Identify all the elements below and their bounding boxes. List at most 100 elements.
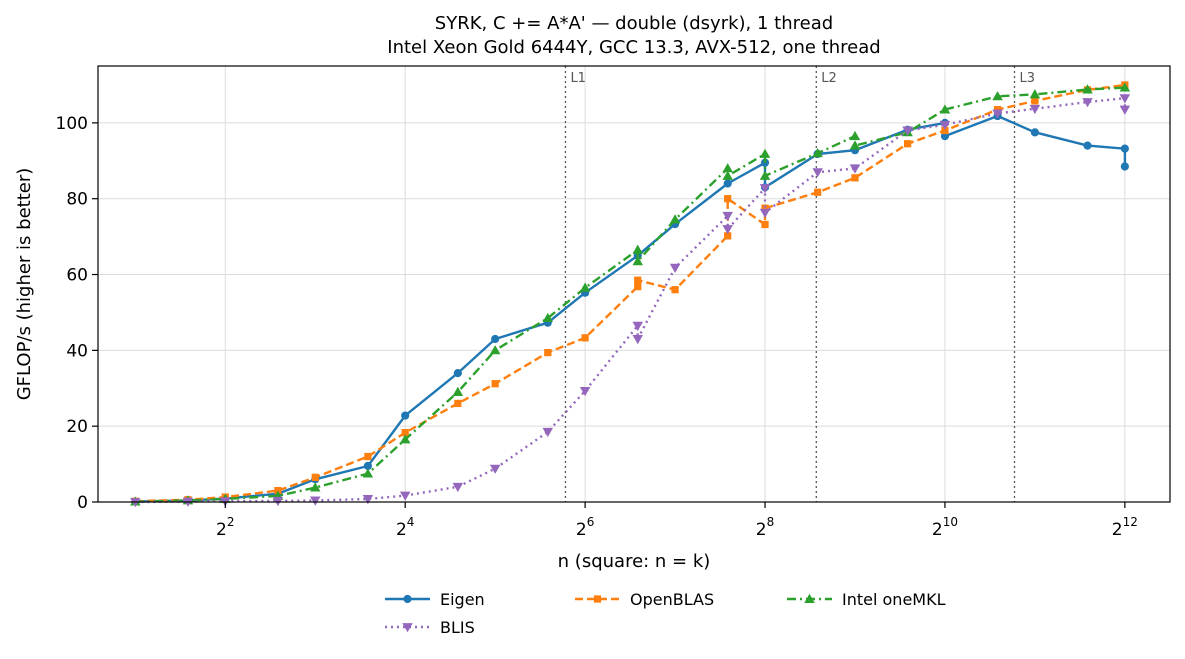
marker-circle xyxy=(491,334,500,344)
marker-triangle-up xyxy=(849,140,861,150)
x-tick-label: 26 xyxy=(576,515,594,540)
x-tick-base: 2 xyxy=(216,520,227,540)
x-tick-exponent: 8 xyxy=(767,515,775,529)
marker-circle xyxy=(453,368,462,378)
plot-frame xyxy=(97,65,1171,503)
cache-line-label: L1 xyxy=(570,71,586,86)
marker-triangle-up xyxy=(759,170,771,180)
marker-triangle-down xyxy=(939,120,951,131)
marker-square xyxy=(941,126,949,135)
marker-triangle-up xyxy=(939,104,951,114)
marker-square xyxy=(903,140,912,148)
marker-triangle-down xyxy=(722,225,733,235)
marker-triangle-down xyxy=(1119,105,1131,115)
x-tick-base: 2 xyxy=(576,520,587,540)
x-tick-label: 24 xyxy=(396,515,414,540)
marker-triangle-up xyxy=(722,163,733,173)
marker-square xyxy=(274,487,282,495)
legend-label: BLIS xyxy=(440,618,475,637)
marker-triangle-up xyxy=(849,130,861,141)
marker-triangle-down xyxy=(362,495,374,505)
x-tick-label: 22 xyxy=(216,515,234,540)
chart-title: SYRK, C += A*A' — double (dsyrk), 1 thre… xyxy=(435,13,833,34)
marker-circle xyxy=(401,411,410,420)
marker-circle xyxy=(723,179,732,188)
marker-triangle-down xyxy=(849,164,861,174)
x-axis-label: n (square: n = k) xyxy=(558,551,711,572)
marker-triangle-up xyxy=(1082,84,1093,94)
marker-square xyxy=(544,348,552,357)
marker-circle xyxy=(940,132,950,141)
marker-triangle-down xyxy=(759,184,771,194)
marker-triangle-down xyxy=(542,427,554,438)
legend-item: Intel oneMKL xyxy=(787,590,946,609)
marker-triangle-up xyxy=(759,148,771,158)
marker-square xyxy=(634,276,642,284)
legend: Eigen OpenBLAS Intel oneMKL BLIS xyxy=(385,590,946,637)
cache-lines: L1 L2 L3 xyxy=(564,66,1035,502)
marker-square xyxy=(311,473,319,481)
x-tick-base: 2 xyxy=(756,520,767,540)
marker-triangle-up xyxy=(632,244,643,254)
legend-item: OpenBLAS xyxy=(575,590,714,609)
marker-square xyxy=(454,399,462,408)
marker-triangle-down xyxy=(1119,94,1131,104)
marker-triangle-down xyxy=(1029,104,1041,115)
marker-circle xyxy=(1083,141,1092,150)
marker-square xyxy=(491,380,499,388)
marker-triangle-down xyxy=(489,464,501,474)
marker-triangle-down xyxy=(579,386,591,397)
marker-square xyxy=(851,174,859,182)
legend-item: Eigen xyxy=(385,590,485,609)
x-tick-label: 28 xyxy=(756,515,774,540)
legend-item: BLIS xyxy=(385,618,475,637)
x-tick-exponent: 2 xyxy=(227,515,235,529)
marker-triangle-up xyxy=(812,147,823,158)
marker-circle xyxy=(1120,162,1129,171)
marker-square xyxy=(724,195,732,203)
marker-triangle-down xyxy=(130,498,141,508)
marker-triangle-down xyxy=(992,109,1003,119)
legend-label: Eigen xyxy=(440,590,485,609)
x-tick-label: 212 xyxy=(1112,515,1138,540)
marker-triangle-up xyxy=(669,214,681,224)
y-tick-label: 100 xyxy=(56,114,88,134)
marker-triangle-down xyxy=(632,321,643,331)
y-tick-label: 60 xyxy=(66,266,88,286)
marker-circle xyxy=(363,461,372,471)
legend-label: OpenBLAS xyxy=(630,590,714,609)
marker-triangle-down xyxy=(309,496,321,506)
marker-square xyxy=(581,334,589,342)
marker-triangle-up xyxy=(1029,89,1041,99)
marker-square xyxy=(761,220,769,229)
x-tick-label: 210 xyxy=(932,515,958,540)
x-tick-exponent: 10 xyxy=(943,515,958,529)
marker-triangle-down xyxy=(399,491,411,501)
y-tick-label: 40 xyxy=(66,341,88,361)
y-tick-label: 0 xyxy=(77,493,88,513)
x-ticks: 22 24 26 28 210 212 xyxy=(216,502,1138,540)
x-tick-exponent: 12 xyxy=(1123,515,1138,529)
legend-label: Intel oneMKL xyxy=(842,590,946,609)
x-tick-exponent: 4 xyxy=(407,515,415,529)
marker-square xyxy=(1031,97,1039,105)
marker-triangle-down xyxy=(722,211,733,222)
marker-triangle-down xyxy=(452,482,464,493)
series-line xyxy=(135,114,1127,503)
chart-subtitle: Intel Xeon Gold 6444Y, GCC 13.3, AVX-512… xyxy=(387,37,880,58)
y-tick-label: 20 xyxy=(66,417,88,437)
marker-circle xyxy=(403,594,412,604)
y-axis-label: GFLOP/s (higher is better) xyxy=(14,168,35,401)
marker-triangle-up xyxy=(804,593,815,603)
marker-square xyxy=(814,188,822,196)
marker-triangle-up xyxy=(489,345,501,355)
marker-triangle-up xyxy=(632,256,643,266)
cache-line-label: L3 xyxy=(1019,71,1035,86)
y-ticks: 0 20 40 60 80 100 xyxy=(56,114,98,513)
marker-triangle-down xyxy=(402,623,413,633)
marker-triangle-up xyxy=(452,386,464,396)
marker-square xyxy=(724,232,732,240)
cache-line-label: L2 xyxy=(821,71,837,86)
marker-triangle-up xyxy=(309,482,321,492)
